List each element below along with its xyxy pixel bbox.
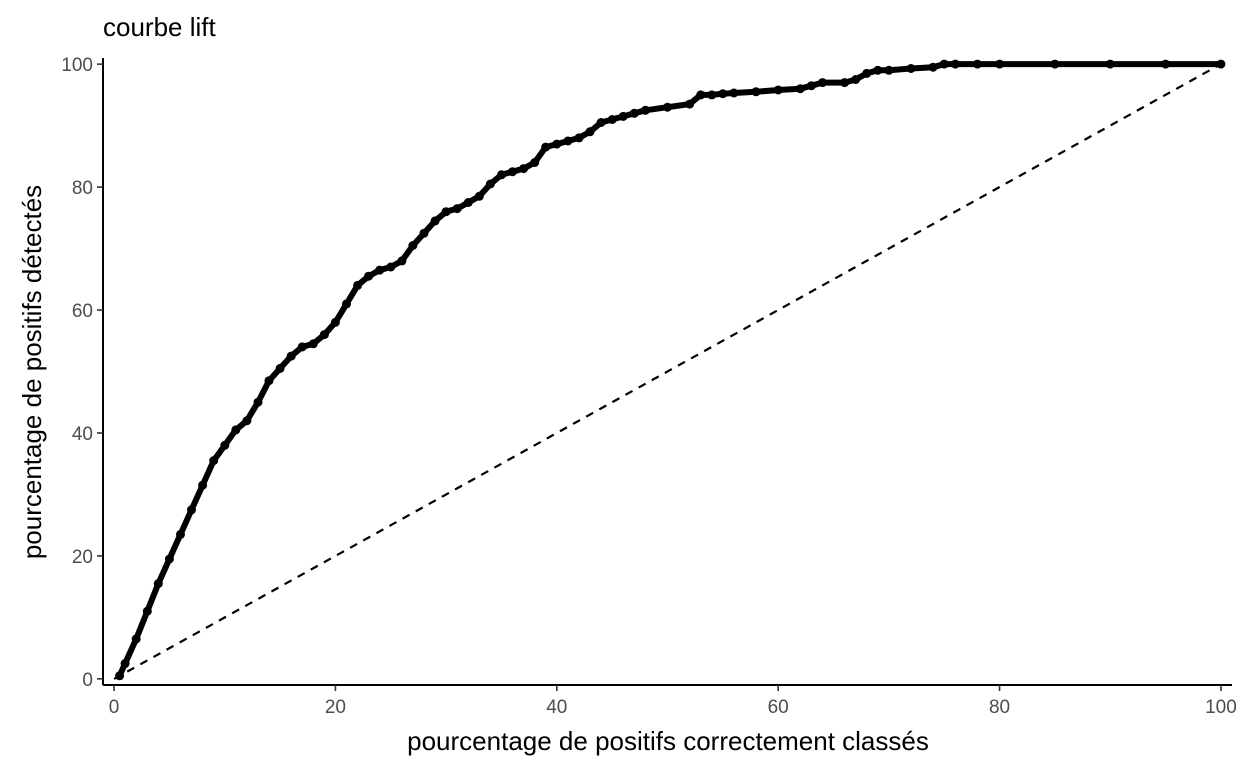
lift-curve-point — [729, 88, 739, 98]
lift-curve-point — [397, 256, 407, 266]
lift-curve-point — [441, 207, 451, 217]
lift-curve-point — [663, 102, 672, 112]
lift-curve-point — [950, 59, 960, 69]
chart-title: courbe lift — [103, 12, 216, 42]
y-tick-label: 60 — [72, 301, 93, 322]
lift-curve-point — [1050, 59, 1060, 69]
lift-curve-point — [851, 75, 861, 84]
lift-curve-point — [419, 228, 429, 238]
lift-curve-point — [585, 127, 595, 137]
lift-curve-point — [319, 330, 329, 340]
lift-curve-point — [176, 529, 185, 539]
lift-curve-point — [430, 216, 440, 226]
lift-curve-point — [972, 59, 982, 69]
lift-curve-point — [806, 81, 816, 91]
lift-curve-point — [552, 139, 562, 149]
lift-curve-point — [330, 317, 340, 327]
x-tick-label: 60 — [768, 697, 789, 718]
axes: 0 20 40 60 80 100 0 20 40 60 80 100 — [61, 55, 1236, 718]
lift-curve-point — [873, 65, 883, 75]
lift-curve-point — [474, 191, 484, 201]
lift-curve-point — [795, 84, 805, 94]
lift-curve-point — [707, 90, 717, 100]
lift-curve-point — [231, 425, 241, 435]
y-tick-label: 20 — [72, 547, 93, 568]
lift-curve-point — [508, 167, 517, 177]
lift-curve-point — [1105, 59, 1115, 69]
lift-curve-point — [696, 90, 706, 100]
lift-curve-point — [530, 158, 540, 167]
lift-curve-point — [386, 262, 396, 272]
lift-curve-point — [928, 62, 938, 72]
lift-curve-point — [906, 64, 916, 73]
lift-curve-point — [995, 59, 1005, 69]
lift-curve-point — [773, 85, 783, 95]
lift-curve-point — [120, 659, 130, 668]
lift-curve-point — [718, 89, 728, 99]
y-tick-label: 80 — [72, 178, 93, 199]
lift-curve-point — [198, 480, 208, 490]
x-tick-label: 80 — [989, 697, 1010, 718]
lift-curve-point — [818, 78, 827, 88]
lift-curve-point — [131, 634, 141, 644]
lift-curve-point — [685, 99, 695, 109]
lift-curve-point — [342, 299, 351, 309]
y-tick-label: 100 — [61, 55, 93, 76]
x-tick-label: 100 — [1205, 697, 1237, 718]
lift-curve-point — [308, 339, 318, 349]
lift-curve-point — [187, 505, 196, 515]
lift-curve-point — [463, 198, 473, 207]
lift-curve-point — [153, 579, 163, 589]
lift-curve-point — [629, 108, 639, 118]
lift-curve-point — [286, 351, 296, 361]
lift-curve-point — [618, 111, 628, 121]
x-tick-label: 0 — [109, 697, 120, 718]
y-tick-label: 40 — [72, 424, 93, 445]
lift-curve-point — [253, 397, 263, 407]
lift-curve-point — [607, 115, 617, 124]
plot-area — [113, 59, 1226, 681]
lift-curve-point — [164, 554, 174, 564]
lift-curve-point — [209, 456, 219, 466]
y-tick-label: 0 — [82, 670, 93, 691]
lift-curve-point — [574, 133, 584, 143]
lift-curve-point — [497, 170, 506, 180]
lift-curve-point — [862, 68, 872, 78]
y-axis-title: pourcentage de positifs détectés — [17, 185, 47, 559]
lift-curve-point — [519, 164, 529, 174]
lift-curve-point — [142, 606, 152, 616]
x-tick-label: 20 — [325, 697, 346, 718]
lift-curve-point — [275, 363, 285, 373]
x-tick-label: 40 — [546, 697, 567, 718]
lift-curve-point — [563, 136, 573, 146]
lift-curve-point — [541, 142, 551, 152]
lift-curve-point — [220, 440, 230, 450]
lift-curve-point — [596, 118, 606, 127]
lift-curve-point — [353, 280, 363, 290]
lift-curve-point — [939, 59, 949, 69]
lift-curve-point — [375, 265, 385, 275]
lift-curve-point — [264, 376, 274, 386]
lift-curve-point — [1161, 59, 1171, 69]
lift-curve-point — [452, 204, 462, 214]
lift-curve-point — [408, 241, 418, 250]
lift-curve-point — [364, 271, 374, 281]
reference-diagonal-line — [113, 63, 1222, 680]
lift-curve-point — [751, 87, 761, 97]
lift-curve-point — [485, 179, 495, 189]
lift-curve-point — [640, 105, 650, 115]
lift-curve-point — [242, 416, 252, 426]
x-axis-title: pourcentage de positifs correctement cla… — [407, 726, 929, 756]
lift-curve-point — [884, 65, 894, 75]
lift-curve-point — [297, 342, 307, 352]
lift-curve-point — [840, 78, 850, 88]
